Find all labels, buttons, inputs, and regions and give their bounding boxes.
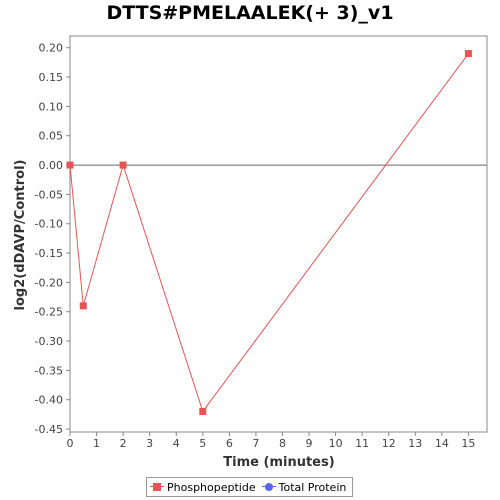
square-marker-icon <box>150 482 164 492</box>
y-tick-label: -0.05 <box>35 188 63 201</box>
x-tick-label: 0 <box>67 437 74 450</box>
data-point <box>79 302 87 310</box>
y-tick-label: 0.10 <box>39 100 64 113</box>
x-tick-label: 2 <box>120 437 127 450</box>
x-tick-label: 8 <box>279 437 286 450</box>
legend-label-total-protein: Total Protein <box>278 480 347 494</box>
data-point <box>464 50 472 58</box>
legend: Phosphopeptide Total Protein <box>146 477 353 497</box>
data-point <box>66 161 74 169</box>
x-tick-label: 11 <box>355 437 369 450</box>
x-tick-label: 5 <box>199 437 206 450</box>
x-tick-label: 15 <box>461 437 475 450</box>
y-tick-label: 0.00 <box>39 159 64 172</box>
y-tick-label: -0.35 <box>35 364 63 377</box>
x-tick-label: 9 <box>306 437 313 450</box>
y-tick-label: -0.15 <box>35 247 63 260</box>
y-axis-label: log2(dDAVP/Control) <box>13 160 28 311</box>
y-tick-label: -0.30 <box>35 335 63 348</box>
data-point <box>119 161 127 169</box>
x-tick-label: 7 <box>252 437 259 450</box>
x-tick-label: 3 <box>146 437 153 450</box>
legend-label-phosphopeptide: Phosphopeptide <box>167 480 256 494</box>
y-tick-label: 0.20 <box>39 42 64 55</box>
y-tick-label: -0.10 <box>35 218 63 231</box>
x-tick-label: 12 <box>382 437 396 450</box>
y-tick-label: 0.05 <box>39 130 64 143</box>
legend-entry-total-protein: Total Protein <box>261 480 347 494</box>
data-point <box>199 407 207 415</box>
x-tick-label: 14 <box>435 437 449 450</box>
x-tick-label: 10 <box>329 437 343 450</box>
plot-area: 0.20 0.15 0.10 0.05 0.00 -0.05 -0.10 -0.15 -0.20… <box>35 35 488 450</box>
x-tick-label: 13 <box>408 437 422 450</box>
x-tick-label: 6 <box>226 437 233 450</box>
y-tick-label: -0.20 <box>35 276 63 289</box>
plot-frame <box>69 35 488 433</box>
y-tick-label: -0.40 <box>35 394 63 407</box>
legend-entry-phosphopeptide: Phosphopeptide <box>150 481 256 494</box>
y-tick-label: -0.45 <box>35 423 63 436</box>
x-axis-label: Time (minutes) <box>223 455 334 470</box>
circle-marker-icon <box>261 482 276 492</box>
x-tick-label: 1 <box>93 437 100 450</box>
x-tick-label: 4 <box>173 437 180 450</box>
y-tick-label: -0.25 <box>35 306 63 319</box>
chart-title: DTTS#PMELAALEK(+ 3)_v1 <box>106 2 394 24</box>
y-tick-label: 0.15 <box>39 71 64 84</box>
